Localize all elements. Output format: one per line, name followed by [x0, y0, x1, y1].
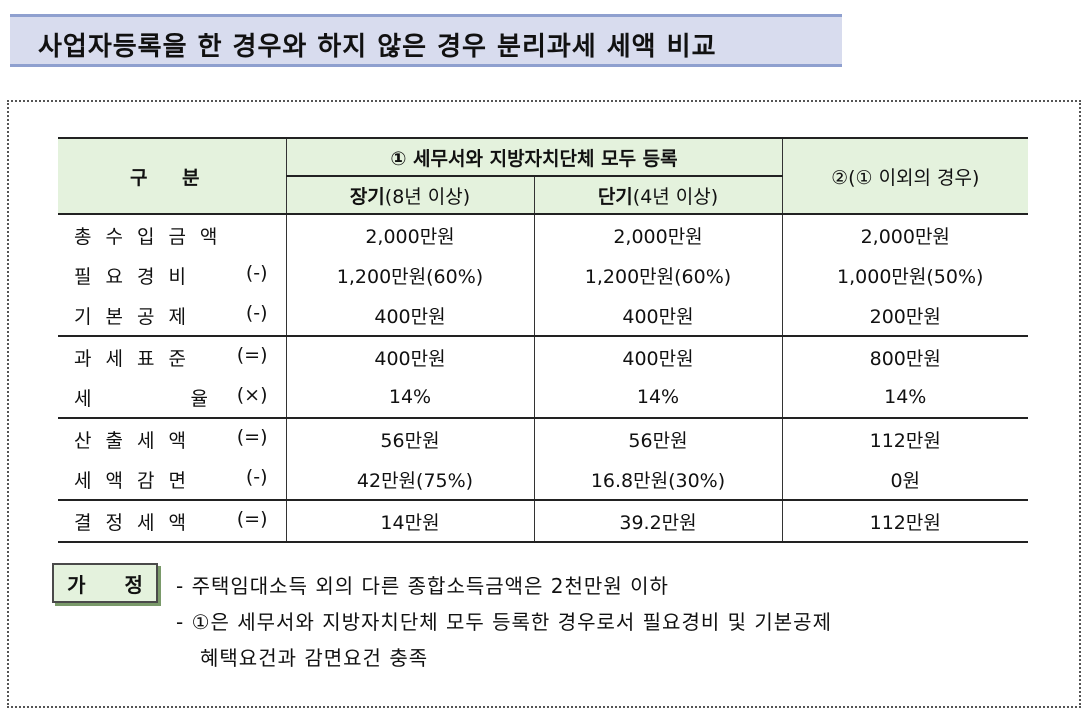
note-line-1: - 주택임대소득 외의 다른 종합소득금액은 2천만원 이하	[176, 574, 669, 598]
cell-other: 1,000만원(50%)	[781, 255, 1028, 295]
header-long: 장기(8년 이상)	[285, 175, 535, 215]
cell-short: 400만원	[533, 336, 783, 377]
table-row: 결정세액 (=) 14만원 39.2만원 112만원	[58, 500, 1028, 543]
cell-other: 112만원	[781, 500, 1028, 543]
cell-short: 400만원	[533, 295, 783, 337]
cell-short: 2,000만원	[533, 214, 783, 255]
assumption-badge: 가 정	[52, 563, 158, 603]
cell-long: 400만원	[285, 336, 535, 377]
table-row: 필요경비 (-) 1,200만원(60%) 1,200만원(60%) 1,000만…	[58, 255, 1028, 295]
row-label: 과세표준	[74, 347, 200, 370]
cell-short: 14%	[533, 377, 783, 419]
title-banner: 사업자등록을 한 경우와 하지 않은 경우 분리과세 세액 비교	[10, 14, 842, 67]
note-line-3: 혜택요건과 감면요건 충족	[200, 646, 429, 670]
table-row: 기본공제 (-) 400만원 400만원 200만원	[58, 295, 1028, 337]
page-title: 사업자등록을 한 경우와 하지 않은 경우 분리과세 세액 비교	[38, 32, 717, 62]
content-frame	[7, 100, 1081, 708]
comparison-table: 구 분 ① 세무서와 지방자치단체 모두 등록 ②(① 이외의 경우) 장기(8…	[58, 137, 1028, 543]
row-operator: (=)	[236, 343, 268, 366]
row-label: 세액감면	[74, 469, 200, 492]
cell-other: 800만원	[781, 336, 1028, 377]
row-label: 필요경비	[74, 265, 200, 288]
cell-other: 200만원	[781, 295, 1028, 337]
row-operator: (=)	[236, 507, 268, 530]
cell-long: 14%	[285, 377, 535, 419]
row-operator: (×)	[236, 383, 268, 406]
cell-other: 0원	[781, 459, 1028, 501]
row-operator: (-)	[245, 261, 268, 284]
row-label: 결정세액	[74, 511, 200, 534]
cell-other: 14%	[781, 377, 1028, 419]
cell-long: 42만원(75%)	[285, 459, 535, 501]
header-case1: ① 세무서와 지방자치단체 모두 등록	[285, 137, 783, 177]
header-category: 구 분	[58, 137, 287, 215]
row-operator: (=)	[236, 425, 268, 448]
cell-long: 14만원	[285, 500, 535, 543]
cell-short: 39.2만원	[533, 500, 783, 543]
table-row: 총수입금액 2,000만원 2,000만원 2,000만원	[58, 214, 1028, 255]
cell-short: 16.8만원(30%)	[533, 459, 783, 501]
note-line-2: - ①은 세무서와 지방자치단체 모두 등록한 경우로서 필요경비 및 기본공제	[176, 610, 832, 634]
cell-other: 2,000만원	[781, 214, 1028, 255]
row-operator: (-)	[245, 301, 268, 324]
cell-other: 112만원	[781, 418, 1028, 459]
header-row: 구 분 ① 세무서와 지방자치단체 모두 등록 ②(① 이외의 경우)	[58, 137, 1028, 215]
header-case2: ②(① 이외의 경우)	[781, 137, 1028, 215]
cell-short: 1,200만원(60%)	[533, 255, 783, 295]
cell-long: 1,200만원(60%)	[285, 255, 535, 295]
table-row: 산출세액 (=) 56만원 56만원 112만원	[58, 418, 1028, 459]
assumption-notes: - 주택임대소득 외의 다른 종합소득금액은 2천만원 이하 - ①은 세무서와…	[176, 568, 832, 676]
row-label: 총수입금액	[74, 225, 232, 248]
cell-long: 2,000만원	[285, 214, 535, 255]
cell-long: 400만원	[285, 295, 535, 337]
table-row: 세액감면 (-) 42만원(75%) 16.8만원(30%) 0원	[58, 459, 1028, 501]
cell-short: 56만원	[533, 418, 783, 459]
table-row: 과세표준 (=) 400만원 400만원 800만원	[58, 336, 1028, 377]
row-label: 기본공제	[74, 305, 200, 328]
header-short: 단기(4년 이상)	[533, 175, 783, 215]
row-operator: (-)	[245, 465, 268, 488]
cell-long: 56만원	[285, 418, 535, 459]
row-label: 산출세액	[74, 429, 200, 452]
header-subrow: 장기(8년 이상) 단기(4년 이상)	[58, 175, 1028, 215]
